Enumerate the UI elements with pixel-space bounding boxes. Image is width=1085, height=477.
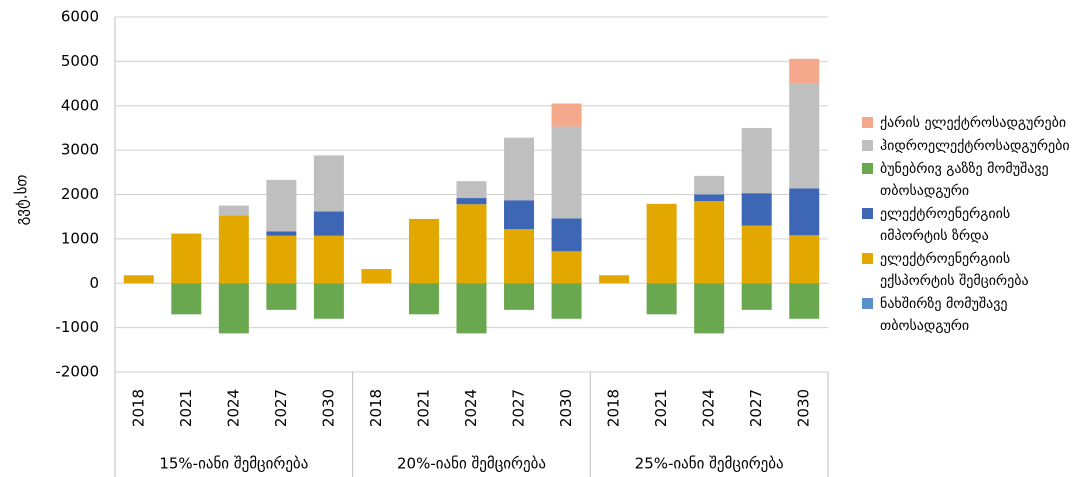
legend-label: ბუნებრივ გაზზე მომუშავე თბოსადგური [880, 161, 1049, 199]
bar-segment [741, 193, 772, 226]
legend-swatch [862, 298, 873, 309]
bar-segment [551, 218, 582, 252]
bar-segment [789, 235, 820, 284]
y-tick-label: 2000 [61, 185, 99, 203]
y-tick-label: 3000 [61, 141, 99, 159]
legend-swatch [862, 253, 873, 264]
bar-segment [504, 137, 535, 201]
bar-segment [646, 203, 677, 284]
bar-segment [789, 188, 820, 236]
legend: ქარის ელექტროსადგურები ჰიდროელექტროსადგურ… [862, 112, 1072, 338]
bar-segment [171, 233, 202, 284]
bar-segment [741, 127, 772, 194]
bar-segment [266, 235, 297, 284]
x-tick-label: 2024 [224, 389, 242, 427]
legend-swatch [862, 117, 873, 128]
bar-segment [313, 155, 344, 212]
bar-segment [266, 231, 297, 236]
y-tick-label: 0 [89, 274, 99, 292]
y-tick-label: -2000 [55, 363, 99, 381]
x-tick-label: 2027 [272, 389, 290, 427]
bar-segment [551, 103, 582, 127]
y-tick-label: 4000 [61, 96, 99, 114]
y-tick-label: 5000 [61, 52, 99, 70]
x-tick-label: 2024 [462, 389, 480, 427]
bar-segment [741, 225, 772, 284]
legend-swatch [862, 163, 873, 174]
y-tick-label: -1000 [55, 318, 99, 336]
legend-item: ჰიდროელექტროსადგურები [862, 135, 1072, 157]
bar-segment [313, 283, 344, 319]
legend-item: ელექტროენერგიის იმპორტის ზრდა [862, 203, 1072, 247]
y-axis-label: გვტ.სთ [13, 175, 31, 226]
x-tick-label: 2030 [795, 389, 813, 427]
chart: გვტ.სთ -2000 -1000 0 1000 2000 3000 4000 5000 60… [13, 8, 829, 477]
bar-segment [171, 283, 202, 315]
x-tick-label: 2018 [129, 389, 147, 427]
bar-segment [313, 235, 344, 284]
bar-segment [599, 275, 630, 284]
y-tick-label: 1000 [61, 229, 99, 247]
bar-segment [789, 58, 820, 84]
legend-label: ქარის ელექტროსადგურები [880, 115, 1067, 131]
bar-segment [123, 275, 154, 284]
x-tick-label: 2024 [700, 389, 718, 427]
legend-swatch [862, 208, 873, 219]
bar-segment [694, 283, 725, 334]
legend-swatch [862, 140, 873, 151]
group-label: 20%-იანი შემცირება [397, 455, 546, 473]
legend-label: ნახშირზე მომუშავე თბოსადგური [880, 296, 1008, 334]
x-tick-label: 2030 [557, 389, 575, 427]
bar-segment [266, 179, 297, 232]
bar-segment [551, 283, 582, 319]
bar-segment [646, 283, 677, 315]
bar-segment [361, 269, 392, 284]
legend-label: ელექტროენერგიის იმპორტის ზრდა [880, 206, 1011, 244]
x-tick-label: 2018 [605, 389, 623, 427]
bar-segment [266, 283, 297, 310]
bar-segment [408, 218, 439, 284]
bar-segment [694, 201, 725, 284]
bar-segment [408, 283, 439, 315]
bar-segment [456, 181, 487, 199]
x-tick-label: 2021 [414, 389, 432, 427]
bar-segment [218, 205, 249, 216]
y-tick-label: 6000 [61, 8, 99, 26]
x-tick-label: 2030 [319, 389, 337, 427]
bar-segment [741, 283, 772, 310]
bar-segment [789, 83, 820, 189]
group-label: 15%-იანი შემცირება [159, 455, 308, 473]
bar-segment [551, 126, 582, 219]
x-tick-label: 2021 [652, 389, 670, 427]
bar-segment [313, 211, 344, 236]
x-tick-label: 2027 [747, 389, 765, 427]
legend-item: ბუნებრივ გაზზე მომუშავე თბოსადგური [862, 158, 1072, 202]
bar-segment [218, 215, 249, 284]
bar-segment [694, 175, 725, 195]
x-tick-label: 2027 [510, 389, 528, 427]
bar-segment [504, 229, 535, 284]
bar-segment [694, 194, 725, 202]
legend-item: ქარის ელექტროსადგურები [862, 112, 1072, 134]
group-label: 25%-იანი შემცირება [635, 455, 784, 473]
bar-segment [504, 283, 535, 310]
bar-segment [218, 283, 249, 334]
bar-segment [789, 283, 820, 319]
bar-segment [551, 251, 582, 284]
x-tick-label: 2021 [177, 389, 195, 427]
bar-segment [504, 200, 535, 230]
x-tick-label: 2018 [367, 389, 385, 427]
legend-label: ელექტროენერგიის ექსპორტის შემცირება [880, 251, 1029, 289]
bar-segment [456, 198, 487, 205]
legend-item: ნახშირზე მომუშავე თბოსადგური [862, 293, 1072, 337]
legend-label: ჰიდროელექტროსადგურები [880, 138, 1070, 154]
legend-item: ელექტროენერგიის ექსპორტის შემცირება [862, 248, 1072, 292]
bar-segment [456, 283, 487, 334]
bar-segment [456, 204, 487, 284]
